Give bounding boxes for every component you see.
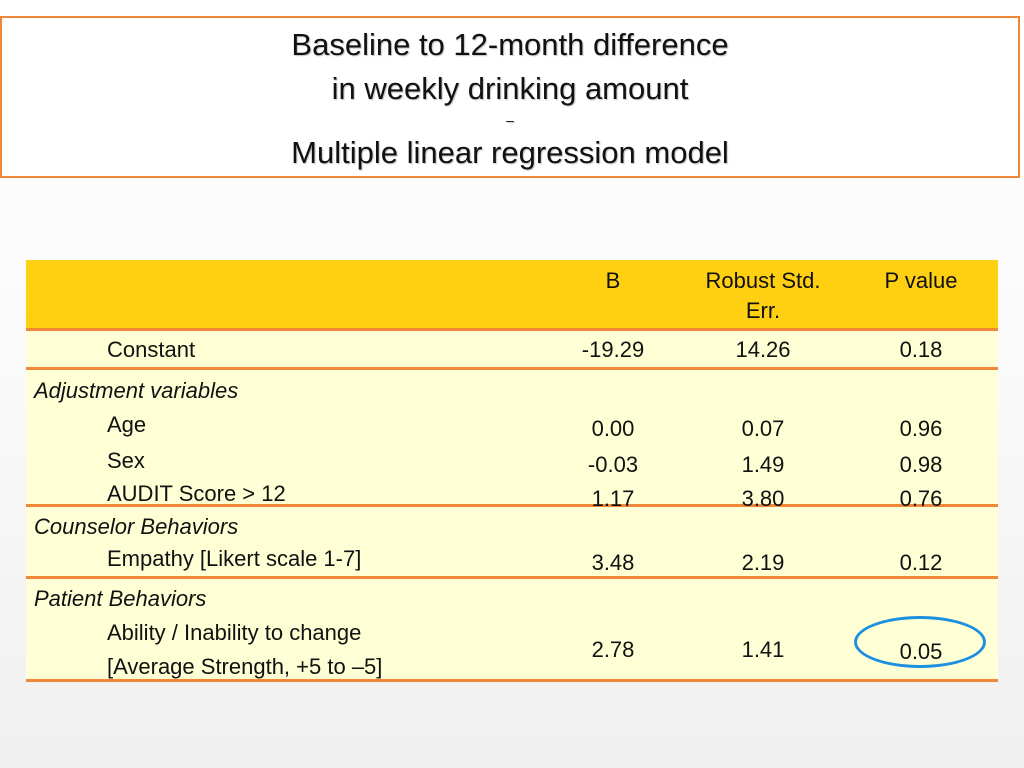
table-header-row: B Robust Std. Err. P value <box>26 260 998 331</box>
title-line-1: Baseline to 12-month difference <box>291 27 729 62</box>
header-b: B <box>605 268 621 293</box>
row-label-line1: Ability / Inability to change <box>107 620 362 645</box>
cell-b: 1.17 <box>591 486 635 511</box>
cell-b: -19.29 <box>581 337 645 362</box>
cell-b: 3.48 <box>591 550 635 575</box>
row-label: Constant <box>107 337 196 362</box>
row-label: Sex <box>107 448 145 473</box>
header-robust-std-err: Robust Std. Err. <box>688 266 838 326</box>
cell-b: 2.78 <box>591 637 635 662</box>
header-p-value: P value <box>884 268 958 293</box>
row-label: Empathy [Likert scale 1-7] <box>107 546 362 571</box>
header-se-line2: Err. <box>745 298 781 323</box>
table-group-adjustment: Adjustment variables Age 0.00 0.07 0.96 … <box>26 370 998 511</box>
cell-b: -0.03 <box>587 452 639 477</box>
cell-p: 0.12 <box>899 550 943 575</box>
cell-p: 0.76 <box>899 486 943 511</box>
cell-p: 0.18 <box>899 337 943 362</box>
cell-p: 0.05 <box>899 639 943 664</box>
row-label: Age <box>107 412 147 437</box>
title-line-2: in weekly drinking amount <box>331 71 689 106</box>
table-row-constant: Constant -19.29 14.26 0.18 <box>26 331 998 370</box>
cell-p: 0.96 <box>899 416 943 441</box>
row-label: AUDIT Score > 12 <box>107 481 286 506</box>
slide-title-box: Baseline to 12-month difference in weekl… <box>0 16 1020 178</box>
group-label: Patient Behaviors <box>34 586 207 611</box>
cell-b: 0.00 <box>591 416 635 441</box>
table-group-counselor: Counselor Behaviors Empathy [Likert scal… <box>26 507 998 579</box>
cell-se: 1.41 <box>741 637 785 662</box>
cell-p: 0.98 <box>899 452 943 477</box>
cell-se: 2.19 <box>741 550 785 575</box>
cell-se: 1.49 <box>741 452 785 477</box>
cell-se: 14.26 <box>735 337 791 362</box>
header-se-line1: Robust Std. <box>705 268 821 293</box>
title-dash: – <box>506 112 514 128</box>
group-label: Adjustment variables <box>34 378 239 403</box>
cell-se: 3.80 <box>741 486 785 511</box>
cell-se: 0.07 <box>741 416 785 441</box>
group-label: Counselor Behaviors <box>34 514 239 539</box>
table-group-patient: Patient Behaviors Ability / Inability to… <box>26 579 998 682</box>
regression-table: B Robust Std. Err. P value Constant -19.… <box>26 260 998 682</box>
row-label-line2: [Average Strength, +5 to –5] <box>107 654 383 679</box>
title-line-3: Multiple linear regression model <box>291 135 729 170</box>
